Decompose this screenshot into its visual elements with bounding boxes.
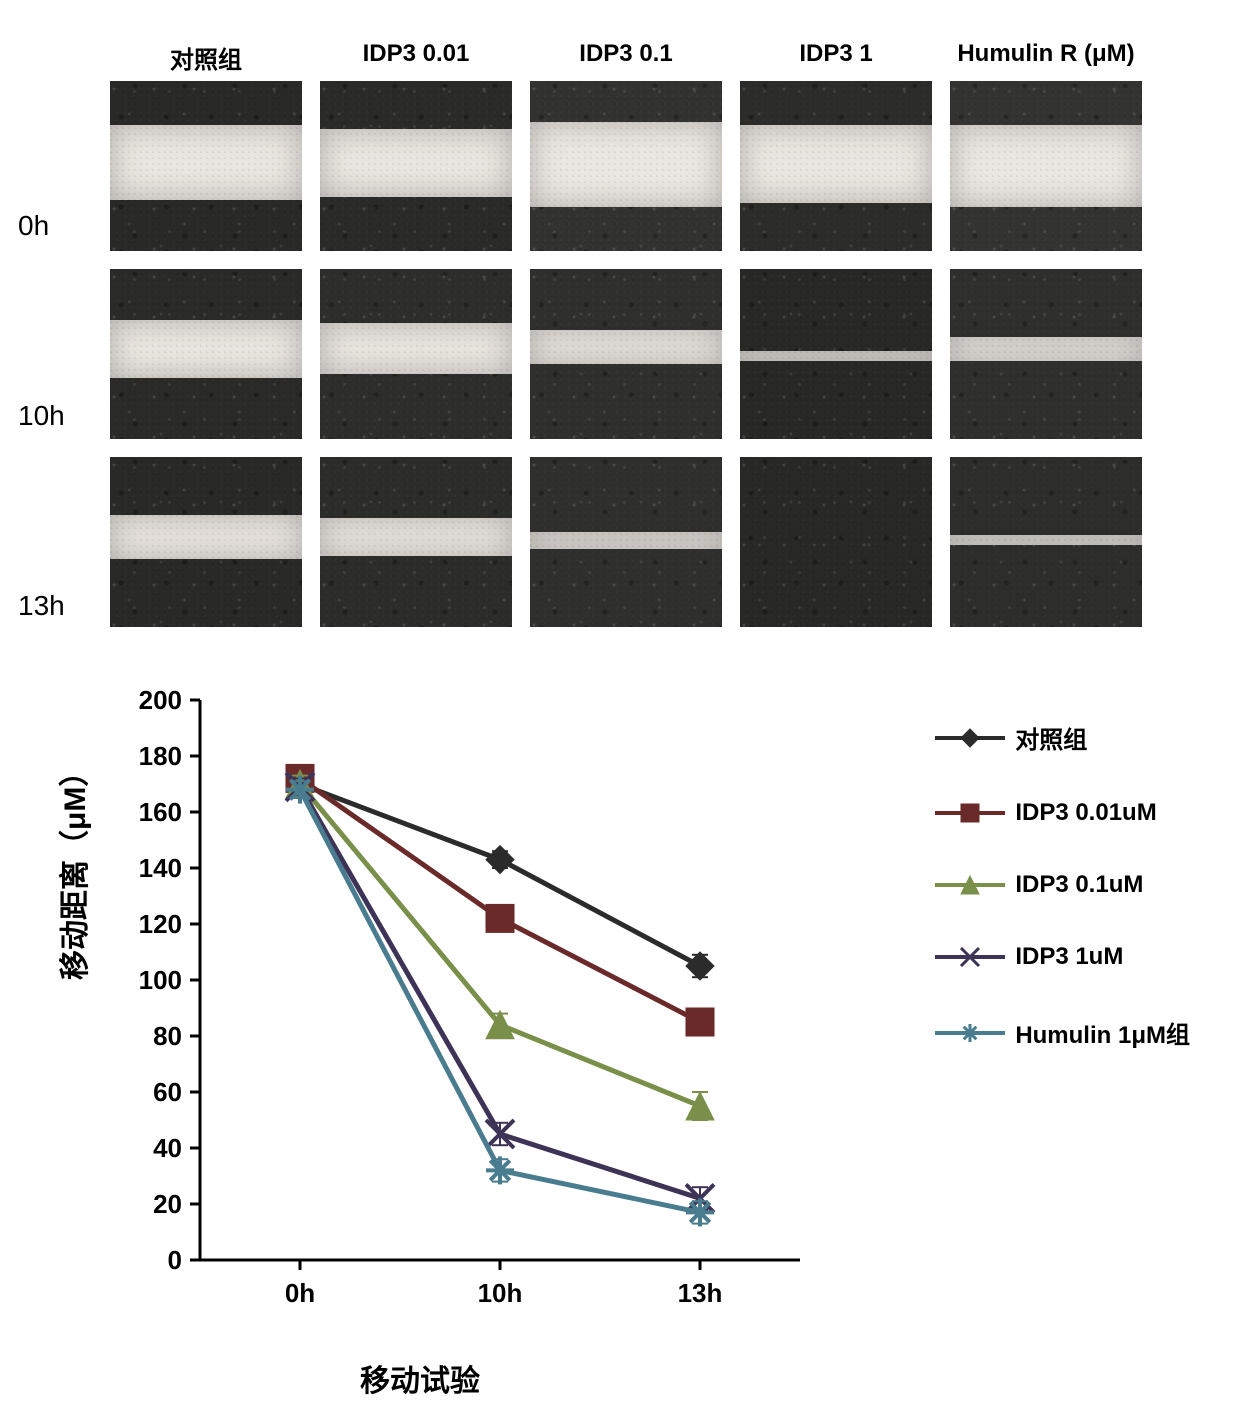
- grid-col-header: IDP3 0.01: [320, 40, 512, 75]
- wound-gap: [950, 535, 1142, 545]
- svg-text:10h: 10h: [478, 1278, 523, 1308]
- legend-item: 对照组: [935, 720, 1190, 755]
- grid-row-label: 10h: [18, 400, 65, 432]
- svg-text:180: 180: [139, 741, 182, 771]
- micrograph-cell: [740, 269, 932, 439]
- micrograph-cell: [110, 269, 302, 439]
- legend-item: IDP3 0.1uM: [935, 871, 1190, 899]
- grid-row-label: 13h: [18, 590, 65, 622]
- micrograph-cell: [320, 269, 512, 439]
- figure-root: 对照组 IDP3 0.01 IDP3 0.1 IDP3 1 Humulin R (μM)…: [0, 0, 1240, 1425]
- grid-row: [110, 457, 1210, 627]
- grid-rows: [110, 81, 1210, 627]
- micrograph-cell: [110, 81, 302, 251]
- wound-gap: [320, 323, 512, 374]
- grid-row: [110, 269, 1210, 439]
- wound-gap: [950, 337, 1142, 361]
- wound-gap: [320, 518, 512, 555]
- svg-text:120: 120: [139, 909, 182, 939]
- legend-swatch: [935, 875, 1005, 895]
- micrograph-cell: [950, 269, 1142, 439]
- x-axis-title: 移动试验: [360, 1356, 480, 1400]
- legend-swatch: [935, 728, 1005, 748]
- svg-text:140: 140: [139, 853, 182, 883]
- svg-text:20: 20: [153, 1189, 182, 1219]
- micrograph-cell: [320, 457, 512, 627]
- micrograph-cell: [740, 81, 932, 251]
- legend-item: IDP3 0.01uM: [935, 799, 1190, 827]
- micrograph-cell: [530, 457, 722, 627]
- svg-text:100: 100: [139, 965, 182, 995]
- legend-swatch: [935, 803, 1005, 823]
- legend-swatch: [935, 1023, 1005, 1043]
- wound-gap: [110, 515, 302, 559]
- legend-label: 对照组: [1015, 720, 1087, 755]
- wound-gap: [530, 122, 722, 207]
- micrograph-cell: [320, 81, 512, 251]
- grid-col-header: IDP3 1: [740, 40, 932, 75]
- wound-gap: [530, 532, 722, 549]
- svg-text:160: 160: [139, 797, 182, 827]
- legend-swatch: [935, 947, 1005, 967]
- grid-col-header: 对照组: [110, 40, 302, 75]
- grid-row-label: 0h: [18, 210, 49, 242]
- micrograph-cell: [950, 457, 1142, 627]
- grid-col-header: Humulin R (μM): [950, 40, 1142, 75]
- svg-text:0: 0: [168, 1245, 182, 1275]
- grid-col-header: IDP3 0.1: [530, 40, 722, 75]
- micrograph-grid: 对照组 IDP3 0.01 IDP3 0.1 IDP3 1 Humulin R (μM): [110, 40, 1210, 645]
- grid-row: [110, 81, 1210, 251]
- wound-gap: [110, 125, 302, 200]
- y-axis-title: 移动距离（μM）: [50, 757, 94, 980]
- wound-gap: [320, 129, 512, 197]
- legend-label: IDP3 0.01uM: [1015, 799, 1156, 827]
- micrograph-cell: [740, 457, 932, 627]
- micrograph-cell: [530, 81, 722, 251]
- svg-text:0h: 0h: [285, 1278, 315, 1308]
- wound-gap: [740, 125, 932, 203]
- chart-legend: 对照组 IDP3 0.01uM IDP3 0.1uM IDP3 1uM Humulin …: [935, 720, 1190, 1050]
- micrograph-cell: [950, 81, 1142, 251]
- grid-column-headers: 对照组 IDP3 0.01 IDP3 0.1 IDP3 1 Humulin R (μM): [110, 40, 1210, 75]
- chart-svg: 0 20 40 60 80 100 120 140 160 180 200 0h 10h 13h: [60, 680, 940, 1340]
- svg-text:13h: 13h: [678, 1278, 723, 1308]
- legend-item: IDP3 1uM: [935, 943, 1190, 971]
- svg-text:60: 60: [153, 1077, 182, 1107]
- wound-gap: [740, 351, 932, 361]
- migration-chart: 移动距离（μM） 0204060801001201401601802000h10…: [60, 680, 1200, 1400]
- wound-gap: [530, 330, 722, 364]
- legend-label: IDP3 0.1uM: [1015, 871, 1143, 899]
- wound-gap: [110, 320, 302, 378]
- svg-text:200: 200: [139, 685, 182, 715]
- micrograph-cell: [110, 457, 302, 627]
- svg-text:80: 80: [153, 1021, 182, 1051]
- legend-item: Humulin 1μM组: [935, 1015, 1190, 1050]
- wound-gap: [950, 125, 1142, 207]
- micrograph-cell: [530, 269, 722, 439]
- svg-text:40: 40: [153, 1133, 182, 1163]
- legend-label: Humulin 1μM组: [1015, 1015, 1190, 1050]
- legend-label: IDP3 1uM: [1015, 943, 1123, 971]
